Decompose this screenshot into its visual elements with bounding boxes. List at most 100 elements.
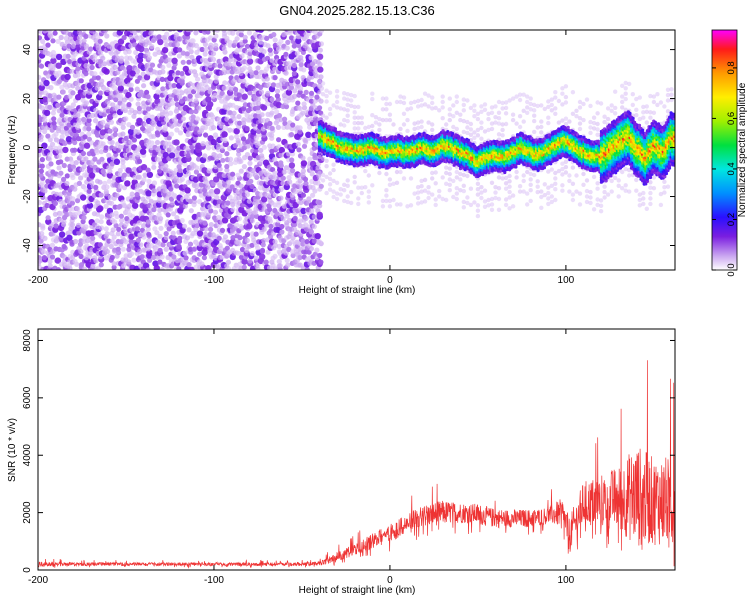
spectrogram-cell [563, 94, 569, 100]
spectrogram-cell [489, 126, 495, 132]
spectrogram-cell [591, 115, 597, 120]
spectrogram-cell [78, 262, 85, 268]
spectrogram-cell [135, 129, 141, 135]
spectrogram-cell [458, 177, 463, 182]
spectrogram-cell [244, 247, 250, 253]
spectrogram-cell [648, 115, 653, 120]
spectrogram-cell [602, 184, 607, 189]
spectrogram-cell [228, 161, 234, 167]
spectrogram-cell [405, 117, 410, 123]
spectrogram-cell [168, 186, 174, 192]
spectrogram-cell [458, 112, 463, 117]
spectrogram-cell [254, 42, 260, 48]
spectrogram-cell [190, 38, 196, 44]
spectrogram-cell [73, 238, 79, 245]
spectrogram-cell [81, 30, 87, 32]
spectrogram-cell [249, 251, 255, 257]
spectrogram-cell [507, 173, 512, 179]
spectrogram-cell [90, 235, 96, 241]
spectrogram-cell [570, 111, 576, 117]
spectrogram-cell [253, 231, 259, 237]
spectrogram-cell [307, 47, 313, 54]
spectrogram-cell [300, 155, 306, 161]
spectrogram-cell [58, 170, 64, 176]
spectrogram-cell [546, 115, 551, 120]
spectrogram-cell [92, 255, 98, 261]
spectrogram-cell [201, 255, 207, 261]
spectrogram-cell [80, 139, 86, 145]
spectrogram-cell [318, 30, 324, 34]
spectrogram-cell [104, 231, 110, 237]
spectrogram-cell [317, 61, 323, 67]
spectrogram-cell [278, 160, 284, 166]
spectrogram-cell [69, 172, 75, 178]
spectrogram-cell [117, 167, 123, 173]
spectrogram-cell [553, 111, 558, 117]
spectrogram-cell [182, 203, 188, 209]
spectrogram-cell [49, 242, 56, 248]
spectrogram-cell [134, 226, 141, 232]
spectrogram-cell [560, 91, 565, 96]
spectrogram-cell [149, 30, 155, 33]
spectrogram-cell [297, 106, 303, 112]
spectrogram-cell [166, 226, 172, 232]
spectrogram-cell [120, 131, 126, 137]
spectrogram-cell [440, 94, 445, 99]
spectrogram-cell [244, 43, 250, 49]
spectrogram-cell [239, 246, 246, 253]
spectrogram-cell [250, 168, 256, 174]
spectrogram-cell [259, 253, 266, 260]
spectrogram-cell [359, 115, 364, 120]
spectrogram-cell [179, 150, 186, 157]
spectrogram-cell [221, 30, 227, 33]
spectrogram-cell [314, 247, 320, 253]
spectrogram-cell [219, 227, 226, 233]
spectrogram-cell [171, 254, 177, 260]
spectrogram-cell [81, 38, 87, 44]
spectrogram-cell [39, 163, 45, 169]
spectrogram-cell [514, 121, 519, 126]
spectrogram-cell [222, 137, 228, 144]
spectrogram-cell [118, 213, 124, 219]
spectrogram-cell [272, 37, 278, 43]
spectrogram-cell [188, 30, 194, 33]
spectrogram-cell [136, 117, 143, 125]
spectrogram-cell [42, 128, 48, 135]
spectrogram-cell [461, 183, 466, 188]
spectrogram-cell [553, 181, 558, 186]
spectrogram-cell [156, 212, 162, 218]
spectrogram-cell [146, 231, 152, 237]
spectrogram-cell [207, 62, 213, 68]
spectrogram-cell [205, 184, 211, 190]
spectrogram-cell [227, 62, 233, 68]
spectrogram-cell [489, 110, 495, 116]
spectrogram-cell [345, 108, 350, 113]
spectrogram-cell [104, 33, 110, 39]
spectrogram-cell [444, 122, 449, 127]
spectrogram-cell [206, 243, 212, 249]
spectrogram-cell [217, 153, 223, 159]
spectrogram-cell [149, 140, 155, 146]
spectrogram-cell [472, 103, 477, 108]
spectrogram-cell [38, 152, 42, 158]
spectrogram-cell [454, 126, 459, 132]
spectrogram-cell [224, 35, 230, 42]
spectrogram-cell [209, 118, 215, 124]
spectrogram-cell [92, 156, 98, 162]
spectrogram-cell [207, 247, 213, 253]
spectrogram-cell [274, 93, 280, 99]
spectrogram-cell [216, 199, 222, 205]
spectrogram-cell [64, 39, 70, 45]
spectrogram-cell [514, 169, 519, 175]
spectrogram-cell [651, 99, 657, 105]
spectrogram-cell [324, 99, 329, 104]
spectrogram-cell [333, 127, 337, 131]
spectrogram-cell [186, 59, 192, 65]
spectrogram-cell [241, 93, 248, 100]
spectrogram-cell [148, 198, 154, 204]
spectrogram-cell [391, 197, 396, 203]
spectrogram-cell [486, 116, 491, 122]
spectrogram-cell [51, 120, 57, 126]
spectrogram-cell [45, 42, 51, 48]
spectrogram-cell [97, 179, 103, 185]
